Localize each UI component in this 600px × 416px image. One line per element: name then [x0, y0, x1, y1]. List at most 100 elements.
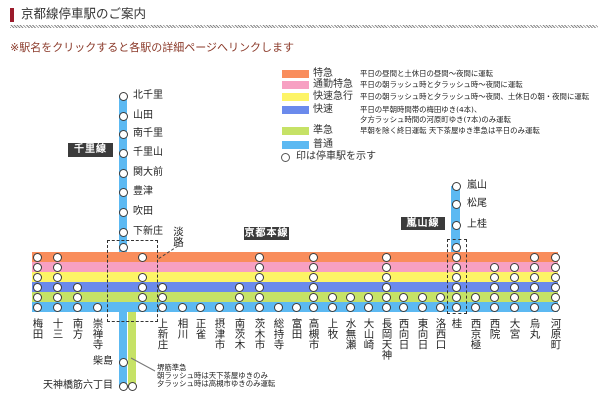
stop-circle-icon [327, 302, 337, 312]
stop-circle-icon [157, 292, 167, 302]
stop-circle-icon [451, 262, 461, 272]
stop-circle-icon [32, 292, 42, 302]
station-link[interactable]: 大山崎 [362, 318, 375, 350]
stop-circle-icon [489, 282, 499, 292]
stop-circle-icon [308, 282, 318, 292]
station-link[interactable]: 烏丸 [528, 318, 541, 339]
stop-circle-icon [470, 292, 480, 302]
station-link[interactable]: 吹田 [133, 206, 153, 217]
stop-circle-icon [451, 181, 461, 191]
station-link[interactable]: 天神橋筋六丁目 [43, 380, 113, 391]
line-tag-arashiyama: 嵐山線 [401, 217, 445, 230]
station-link[interactable]: 淡路 [172, 226, 184, 247]
station-link[interactable]: 松尾 [467, 198, 487, 209]
station-link[interactable]: 梅田 [31, 318, 44, 339]
stop-circle-icon [72, 282, 82, 292]
station-link[interactable]: 山田 [133, 110, 153, 121]
station-link[interactable]: 嵐山 [467, 180, 487, 191]
page-title: 京都線停車駅のご案内 [21, 6, 147, 21]
station-link[interactable]: 相川 [176, 318, 189, 339]
stop-circle-icon [489, 292, 499, 302]
stop-circle-icon [137, 282, 147, 292]
station-link[interactable]: 総持寺 [272, 318, 285, 350]
station-link[interactable]: 長岡天神 [380, 318, 393, 360]
station-link[interactable]: 河原町 [549, 318, 562, 350]
stop-circle-icon [157, 282, 167, 292]
station-link[interactable]: 柴島 [93, 356, 113, 367]
stop-circle-icon [308, 272, 318, 282]
stop-circle-icon [550, 282, 560, 292]
stop-circle-icon [254, 262, 264, 272]
stop-circle-icon [254, 292, 264, 302]
stop-circle-icon [72, 292, 82, 302]
stop-circle-icon [509, 282, 519, 292]
legend-label: 特急 [313, 68, 333, 79]
stop-circle-icon [118, 129, 128, 139]
stop-circle-icon [529, 252, 539, 262]
station-link[interactable]: 上新庄 [156, 318, 169, 350]
station-link[interactable]: 十三 [51, 318, 64, 339]
stop-circle-icon [451, 302, 461, 312]
service-band-1 [32, 262, 558, 272]
stop-circle-icon [281, 153, 290, 162]
legend-stop-note: 印は停車駅を示す [296, 151, 376, 162]
station-link[interactable]: 正雀 [194, 318, 207, 339]
stop-circle-icon [550, 272, 560, 282]
station-link[interactable]: 桂 [450, 318, 463, 329]
station-link[interactable]: 南千里 [133, 128, 163, 139]
station-link[interactable]: 高槻市 [307, 318, 320, 350]
station-link[interactable]: 関大前 [133, 167, 163, 178]
stop-circle-icon [214, 302, 224, 312]
annotation-line: 朝ラッシュ時は天下茶屋ゆきのみ [157, 371, 268, 381]
station-link[interactable]: 洛西口 [434, 318, 447, 350]
station-link[interactable]: 崇禅寺 [91, 318, 104, 350]
station-link[interactable]: 大宮 [508, 318, 521, 339]
stop-circle-icon [52, 302, 62, 312]
stop-circle-icon [32, 262, 42, 272]
stop-circle-icon [118, 227, 128, 237]
stop-circle-icon [381, 252, 391, 262]
station-link[interactable]: 上牧 [326, 318, 339, 339]
stop-circle-icon [345, 292, 355, 302]
stop-circle-icon [381, 282, 391, 292]
station-link[interactable]: 水無瀬 [344, 318, 357, 350]
stop-circle-icon [118, 91, 128, 101]
stop-circle-icon [308, 302, 318, 312]
stop-circle-icon [254, 282, 264, 292]
stop-circle-icon [32, 272, 42, 282]
station-link[interactable]: 北千里 [133, 90, 163, 101]
station-link[interactable]: 南方 [71, 318, 84, 339]
stop-circle-icon [451, 252, 461, 262]
stop-circle-icon [177, 302, 187, 312]
stop-circle-icon [363, 292, 373, 302]
legend-swatch-2 [282, 93, 309, 101]
station-link[interactable]: 千里山 [133, 147, 163, 158]
station-link[interactable]: 上桂 [467, 219, 487, 230]
station-link[interactable]: 茨木市 [253, 318, 266, 350]
stop-circle-icon [254, 252, 264, 262]
stop-circle-icon [509, 262, 519, 272]
service-band-4 [32, 292, 558, 302]
legend-description: 平日の朝ラッシュ時と夕ラッシュ時～夜間に運転 [360, 80, 523, 89]
stop-circle-icon [308, 292, 318, 302]
katsura-transfer-box [447, 239, 467, 314]
stop-circle-icon [529, 292, 539, 302]
stop-circle-icon [118, 242, 128, 252]
station-link[interactable]: 豊津 [133, 186, 153, 197]
station-link[interactable]: 南茨木 [233, 318, 246, 350]
stop-circle-icon [381, 262, 391, 272]
legend-swatch-0 [282, 70, 309, 78]
station-link[interactable]: 西院 [488, 318, 501, 339]
station-link[interactable]: 摂津市 [213, 318, 226, 350]
stop-circle-icon [32, 252, 42, 262]
stop-circle-icon [417, 292, 427, 302]
station-link[interactable]: 東向日 [416, 318, 429, 350]
station-link[interactable]: 富田 [290, 318, 303, 339]
station-link[interactable]: 西京極 [469, 318, 482, 350]
stop-circle-icon [118, 381, 128, 391]
legend-swatch-1 [282, 81, 309, 89]
station-link[interactable]: 下新庄 [133, 226, 163, 237]
station-link[interactable]: 西向日 [397, 318, 410, 350]
